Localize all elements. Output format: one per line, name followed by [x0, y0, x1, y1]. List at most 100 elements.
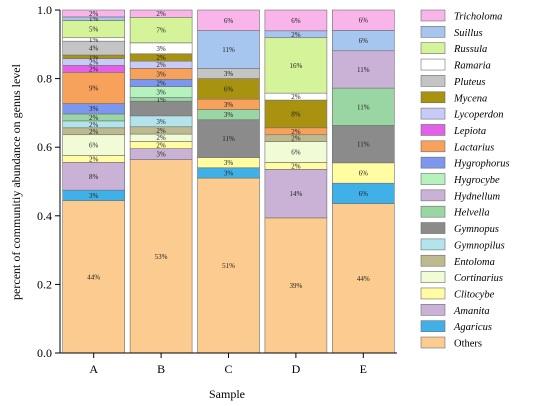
legend-label-mycena: Mycena: [453, 93, 487, 104]
bar-segment-B-russula: [129, 16, 193, 44]
data-label-C-others: 51%: [222, 262, 235, 270]
data-label-B-lycoperdon: 2%: [156, 61, 166, 69]
data-label-D-tricholoma: 6%: [291, 17, 301, 25]
legend-swatch-pluteus: [420, 75, 446, 87]
legend-swatch-gymnopus: [420, 222, 446, 234]
legend-label-suillus: Suillus: [454, 28, 483, 39]
x-tick-label: D: [292, 362, 301, 376]
legend-swatch-hygrocybe: [420, 173, 446, 185]
legend-swatch-ramaria: [420, 58, 446, 71]
y-tick-label: 0.6: [37, 140, 52, 154]
data-label-A-lactarius: 9%: [89, 84, 99, 92]
legend-label-others: Others: [454, 339, 482, 350]
data-label-E-helvella: 11%: [357, 103, 370, 111]
data-label-D-mycena: 8%: [291, 110, 301, 118]
y-tick-label: 0.8: [37, 72, 52, 86]
x-tick-label: C: [224, 362, 232, 376]
bar-segment-E-helvella: [331, 87, 395, 126]
bar-segment-E-others: [331, 203, 395, 354]
bar-segment-C-gymnopus: [197, 119, 260, 158]
legend-label-lactarius: Lactarius: [453, 142, 494, 153]
legend-label-helvella: Helvella: [453, 208, 490, 219]
data-label-B-lactarius: 3%: [156, 70, 166, 78]
x-tick-label: B: [157, 362, 165, 376]
data-label-C-clitocybe: 3%: [224, 159, 234, 167]
data-label-B-clitocybe: 2%: [156, 142, 166, 150]
legend-label-hygrocybe: Hygrocybe: [453, 175, 500, 186]
legend-swatch-lepiota: [420, 124, 446, 136]
legend-label-ramaria: Ramaria: [453, 61, 491, 72]
legend-swatch-mycena: [420, 91, 446, 104]
y-axis-title: percent of communitiy abundance on genus…: [9, 63, 23, 300]
data-label-C-lactarius: 3%: [224, 101, 234, 109]
data-label-B-hygrocybe: 3%: [156, 89, 166, 97]
bar-segment-E-gymnopus: [331, 125, 395, 164]
bar-segment-E-tricholoma: [331, 9, 395, 31]
data-label-A-tricholoma: 2%: [89, 10, 99, 18]
legend-swatch-clitocybe: [420, 287, 446, 300]
bar-segment-C-tricholoma: [197, 9, 260, 31]
legend-swatch-helvella: [420, 205, 446, 218]
y-tick-label: 0.2: [37, 277, 52, 291]
data-label-E-suillus: 6%: [359, 37, 369, 45]
data-label-B-others: 53%: [155, 253, 168, 261]
legend-label-lycoperdon: Lycoperdon: [453, 110, 503, 121]
legend-label-agaricus: Agaricus: [453, 322, 492, 333]
bar-segment-A-others: [62, 200, 126, 354]
data-label-C-suillus: 11%: [222, 46, 235, 54]
data-label-E-agaricus: 6%: [359, 190, 369, 198]
data-label-A-ramaria: 1%: [89, 36, 99, 44]
y-tick-label: 0.0: [37, 346, 52, 360]
legend-swatch-lycoperdon: [420, 107, 446, 120]
bar-segment-C-suillus: [197, 30, 260, 69]
data-label-A-russula: 5%: [89, 26, 99, 34]
data-label-D-ramaria: 2%: [291, 93, 301, 101]
legend-swatch-amanita: [420, 303, 446, 316]
legend-label-tricholoma: Tricholoma: [454, 12, 502, 23]
legend-swatch-gymnopilus: [420, 238, 446, 251]
legend-label-hydnellum: Hydnellum: [453, 191, 500, 202]
legend-swatch-hydnellum: [420, 189, 446, 202]
data-label-A-helvella: 2%: [89, 114, 99, 122]
data-label-B-mycena: 2%: [156, 54, 166, 62]
legend-swatch-suillus: [420, 26, 446, 38]
legend-swatch-hygrophorus: [420, 156, 446, 169]
data-label-B-ramaria: 3%: [156, 45, 166, 53]
data-label-A-agaricus: 3%: [89, 192, 99, 200]
data-label-A-lycoperdon: 2%: [89, 58, 99, 66]
data-label-A-mycena: 1%: [89, 53, 99, 61]
data-label-B-hygrophorus: 2%: [156, 79, 166, 87]
y-tick-label: 0.4: [37, 209, 52, 223]
legend-label-russula: Russula: [453, 44, 487, 55]
data-label-D-russula: 16%: [289, 62, 302, 70]
legend-label-entoloma: Entoloma: [453, 257, 495, 268]
data-label-D-cortinarius: 6%: [291, 149, 301, 157]
y-tick-label: 1.0: [37, 3, 52, 17]
data-label-C-pluteus: 3%: [224, 70, 234, 78]
legend-swatch-russula: [420, 42, 446, 55]
data-label-A-entoloma: 2%: [89, 128, 99, 136]
bar-segment-D-amanita: [264, 169, 328, 219]
data-label-A-amanita: 8%: [89, 173, 99, 181]
bar-segment-D-others: [264, 217, 328, 354]
data-label-B-gymnopilus: 3%: [156, 118, 166, 126]
data-label-D-suillus: 2%: [291, 31, 301, 39]
data-label-D-entoloma: 2%: [291, 135, 301, 143]
legend-label-gymnopilus: Gymnopilus: [454, 240, 505, 251]
legend-swatch-cortinarius: [420, 271, 446, 283]
x-axis-title: Sample: [209, 387, 245, 401]
data-label-D-lactarius: 2%: [291, 128, 301, 136]
plot-area: 44%3%8%2%6%2%2%2%3%9%2%2%1%4%1%5%1%2%53%…: [37, 3, 397, 376]
data-label-C-agaricus: 3%: [224, 169, 234, 177]
legend-swatch-others: [420, 336, 446, 349]
data-label-B-russula: 7%: [156, 27, 166, 35]
legend-label-hygrophorus: Hygrophorus: [453, 159, 510, 170]
legend-label-gymnopus: Gymnopus: [454, 224, 499, 235]
data-label-A-others: 44%: [87, 273, 100, 281]
data-label-A-suillus: 1%: [89, 15, 99, 23]
x-tick-label: E: [360, 362, 367, 376]
data-label-B-entoloma: 2%: [156, 127, 166, 135]
bar-segment-D-mycena: [264, 99, 328, 129]
data-label-E-clitocybe: 6%: [359, 170, 369, 178]
